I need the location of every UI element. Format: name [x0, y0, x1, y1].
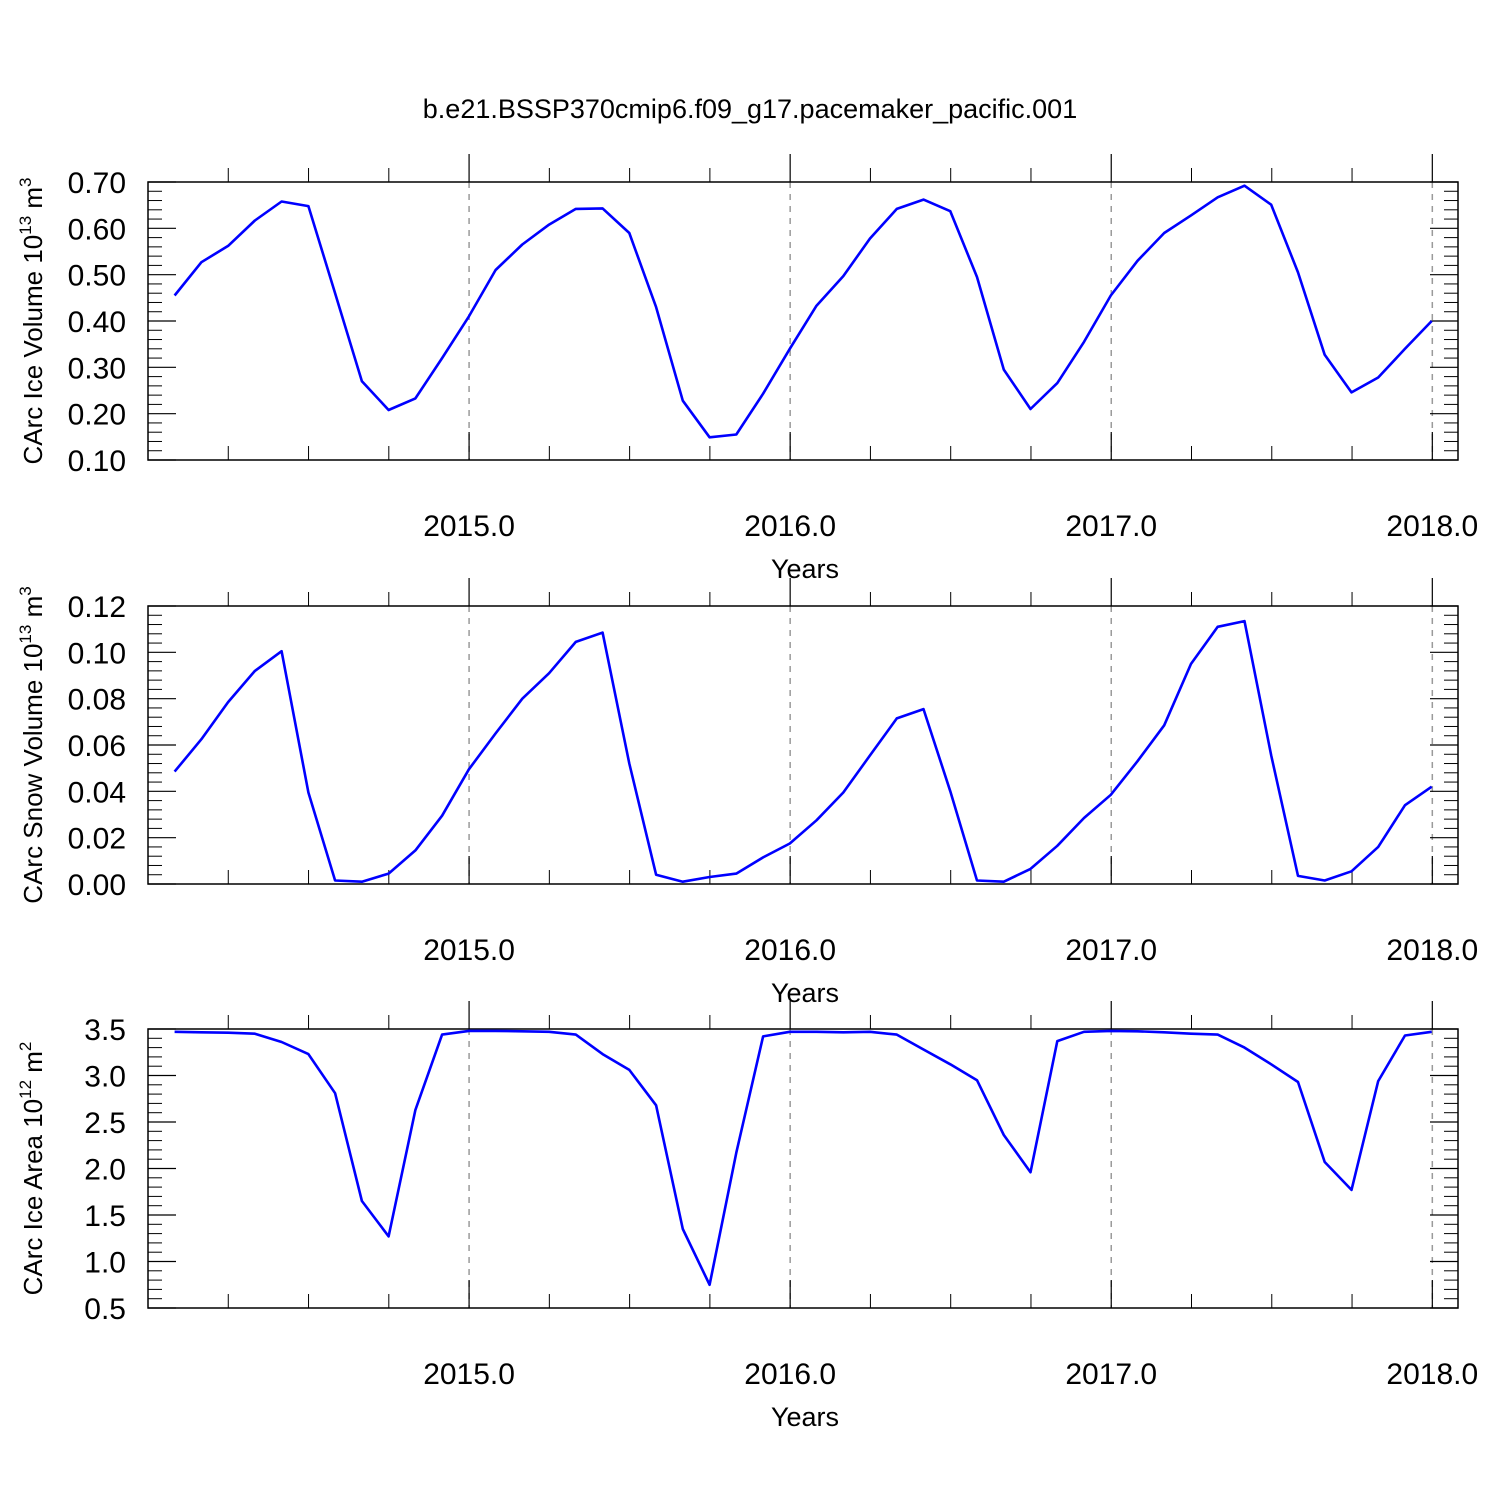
- chart-panel-2: 0.00 0.02 0.04 0.06 0.08 0.10 0.12 2015.0 2016.0…: [16, 578, 1478, 1008]
- y-axis-title: CArc Ice Volume 1013 m3: [16, 177, 48, 464]
- y-tick-label: 0.10: [68, 445, 126, 478]
- y-tick-label: 0.70: [68, 167, 126, 200]
- y-axis-title: CArc Ice Area 1012 m2: [16, 1042, 48, 1296]
- series-line-1: [173, 619, 1433, 884]
- y-tick-label: 0.12: [68, 591, 126, 624]
- series-line-1: [174, 1029, 1432, 1287]
- y-tick-label: 0.5: [84, 1293, 126, 1326]
- y-tick-label: 0.10: [68, 637, 126, 670]
- y-tick-label: 2.5: [84, 1107, 126, 1140]
- y-tick-label: 0.40: [68, 306, 126, 339]
- y-tick-label: 0.30: [68, 352, 126, 385]
- y-tick-label: 1.5: [84, 1200, 126, 1233]
- plot-frame: [147, 1028, 1459, 1309]
- y-axis-title: CArc Snow Volume 1013 m3: [16, 586, 48, 903]
- x-tick-label: 2018.0: [1386, 510, 1478, 543]
- plot-frame: [147, 605, 1459, 885]
- chart-panel-1: 0.10 0.20 0.30 0.40 0.50 0.60 0.70 2015.0 2016.0…: [16, 154, 1478, 584]
- series-line-1: [173, 184, 1433, 439]
- x-axis-title: Years: [771, 554, 839, 584]
- x-axis-title: Years: [771, 978, 839, 1008]
- y-tick-label: 3.0: [84, 1061, 126, 1094]
- y-tick-label: 2.0: [84, 1154, 126, 1187]
- y-tick-label: 1.0: [84, 1247, 126, 1280]
- y-tick-label: 0.60: [68, 213, 126, 246]
- x-tick-label: 2018.0: [1386, 934, 1478, 967]
- x-tick-label: 2015.0: [423, 1358, 515, 1391]
- x-tick-label: 2017.0: [1065, 510, 1157, 543]
- y-tick-label: 0.20: [68, 399, 126, 432]
- y-tick-label: 0.08: [68, 684, 126, 717]
- y-tick-label: 0.00: [68, 869, 126, 902]
- x-tick-label: 2016.0: [744, 510, 836, 543]
- chart-panel-3: 0.5 1.0 1.5 2.0 2.5 3.0 3.5 2015.0 2016.0 2017.0 2…: [16, 1001, 1478, 1432]
- x-tick-label: 2017.0: [1065, 1358, 1157, 1391]
- y-tick-label: 3.5: [84, 1014, 126, 1047]
- y-tick-label: 0.50: [68, 260, 126, 293]
- x-axis-title: Years: [771, 1402, 839, 1432]
- x-tick-label: 2017.0: [1065, 934, 1157, 967]
- y-tick-label: 0.06: [68, 730, 126, 763]
- y-tick-label: 0.02: [68, 823, 126, 856]
- x-tick-label: 2016.0: [744, 1358, 836, 1391]
- y-tick-label: 0.04: [68, 776, 126, 809]
- x-tick-label: 2018.0: [1386, 1358, 1478, 1391]
- figure-title: b.e21.BSSP370cmip6.f09_g17.pacemaker_pac…: [423, 94, 1077, 124]
- x-tick-label: 2015.0: [423, 934, 515, 967]
- x-tick-label: 2015.0: [423, 510, 515, 543]
- x-tick-label: 2016.0: [744, 934, 836, 967]
